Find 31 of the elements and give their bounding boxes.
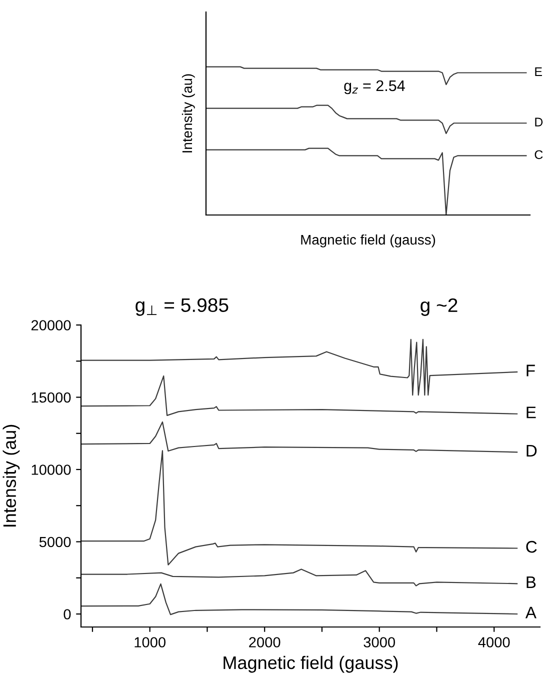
x-tick-label: 1000: [134, 637, 166, 648]
x-axis-title: Magnetic field (gauss): [224, 656, 398, 673]
y-axis-title: Intensity (au): [2, 424, 20, 527]
x-tick-label: 4000: [478, 637, 510, 648]
line-series: [81, 421, 518, 453]
line-series: [81, 450, 518, 566]
series-label: D: [535, 118, 543, 126]
x-tick-label: 3000: [364, 637, 395, 648]
series-label: E: [526, 406, 536, 418]
y-tick-label: 5000: [39, 536, 71, 548]
series-label: C: [534, 150, 543, 160]
line-series: [81, 568, 518, 586]
series-label: D: [526, 445, 537, 456]
series-label: E: [535, 67, 542, 76]
series-label: A: [525, 606, 536, 618]
x-axis-title: Magnetic field (gauss): [301, 234, 436, 248]
y-tick-label: 0: [64, 609, 71, 620]
y-tick-label: 20000: [31, 320, 71, 330]
series-label: B: [526, 576, 536, 588]
text: g ~2: [420, 298, 458, 316]
series-label: F: [526, 364, 535, 376]
y-tick-label: 10000: [32, 464, 71, 475]
line-series: [81, 583, 518, 616]
series-label: C: [526, 540, 537, 553]
x-tick-label: 2000: [249, 637, 280, 648]
line-series: [81, 375, 518, 416]
y-tick-label: 15000: [32, 392, 71, 403]
annotation: g$_{z}$ = 2.54: [344, 80, 405, 94]
line-series: [81, 338, 518, 396]
text: g$_{⊥}$ = 5.985: [136, 298, 228, 316]
y-axis-title: Intensity (au): [182, 74, 195, 152]
